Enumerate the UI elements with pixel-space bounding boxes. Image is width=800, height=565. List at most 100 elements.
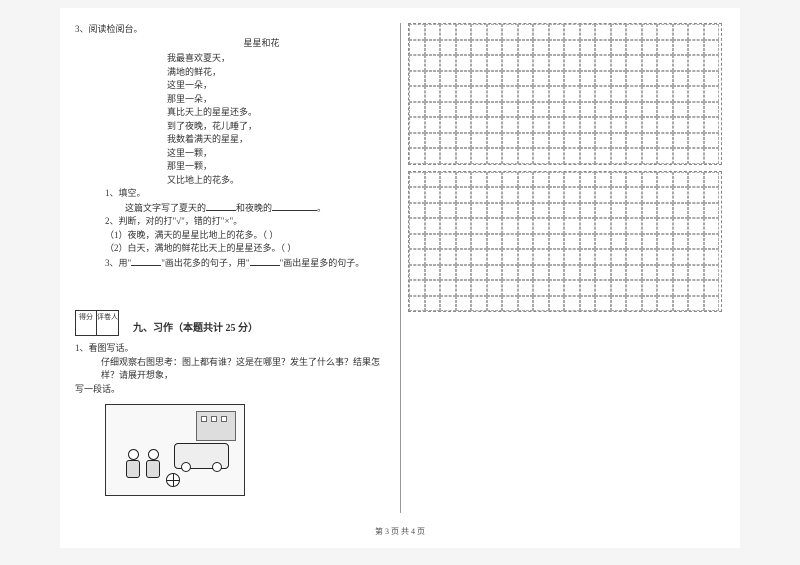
grid-cell[interactable] (518, 249, 534, 265)
grid-cell[interactable] (704, 218, 720, 234)
grid-cell[interactable] (502, 133, 518, 149)
grid-cell[interactable] (549, 40, 565, 56)
grid-cell[interactable] (533, 86, 549, 102)
grid-cell[interactable] (704, 55, 720, 71)
grid-cell[interactable] (502, 117, 518, 133)
grid-cell[interactable] (487, 24, 503, 40)
grid-cell[interactable] (580, 102, 596, 118)
grid-cell[interactable] (549, 172, 565, 188)
grid-cell[interactable] (409, 148, 425, 164)
grid-cell[interactable] (471, 203, 487, 219)
grid-cell[interactable] (704, 117, 720, 133)
grid-cell[interactable] (704, 234, 720, 250)
grid-cell[interactable] (657, 24, 673, 40)
grid-cell[interactable] (549, 296, 565, 312)
grid-cell[interactable] (595, 55, 611, 71)
grid-cell[interactable] (657, 172, 673, 188)
grid-cell[interactable] (440, 296, 456, 312)
grid-cell[interactable] (688, 24, 704, 40)
grid-cell[interactable] (440, 234, 456, 250)
writing-grid[interactable] (408, 171, 722, 313)
grid-cell[interactable] (688, 249, 704, 265)
grid-cell[interactable] (471, 117, 487, 133)
grid-cell[interactable] (471, 280, 487, 296)
grid-cell[interactable] (595, 203, 611, 219)
grid-cell[interactable] (642, 265, 658, 281)
grid-cell[interactable] (611, 117, 627, 133)
grid-cell[interactable] (688, 117, 704, 133)
grid-cell[interactable] (456, 55, 472, 71)
grid-cell[interactable] (487, 234, 503, 250)
grid-cell[interactable] (611, 86, 627, 102)
grid-cell[interactable] (518, 172, 534, 188)
grid-cell[interactable] (626, 265, 642, 281)
grid-cell[interactable] (549, 102, 565, 118)
grid-cell[interactable] (657, 102, 673, 118)
grid-cell[interactable] (471, 148, 487, 164)
grid-cell[interactable] (673, 172, 689, 188)
grid-cell[interactable] (611, 71, 627, 87)
grid-cell[interactable] (564, 296, 580, 312)
grid-cell[interactable] (409, 234, 425, 250)
grid-cell[interactable] (502, 296, 518, 312)
grid-cell[interactable] (456, 40, 472, 56)
grid-cell[interactable] (502, 24, 518, 40)
grid-cell[interactable] (595, 117, 611, 133)
grid-cell[interactable] (425, 133, 441, 149)
grid-cell[interactable] (580, 249, 596, 265)
grid-cell[interactable] (642, 117, 658, 133)
grid-cell[interactable] (456, 102, 472, 118)
grid-cell[interactable] (580, 172, 596, 188)
grid-cell[interactable] (533, 148, 549, 164)
grid-cell[interactable] (704, 148, 720, 164)
grid-cell[interactable] (533, 234, 549, 250)
grid-cell[interactable] (611, 234, 627, 250)
grid-cell[interactable] (409, 296, 425, 312)
grid-cell[interactable] (502, 55, 518, 71)
grid-cell[interactable] (533, 218, 549, 234)
grid-cell[interactable] (471, 234, 487, 250)
grid-cell[interactable] (533, 117, 549, 133)
grid-cell[interactable] (456, 280, 472, 296)
grid-cell[interactable] (518, 40, 534, 56)
grid-cell[interactable] (456, 148, 472, 164)
grid-cell[interactable] (673, 133, 689, 149)
grid-cell[interactable] (688, 280, 704, 296)
grid-cell[interactable] (533, 133, 549, 149)
grid-cell[interactable] (626, 203, 642, 219)
grid-cell[interactable] (487, 71, 503, 87)
grid-cell[interactable] (533, 172, 549, 188)
grid-cell[interactable] (564, 71, 580, 87)
grid-cell[interactable] (673, 102, 689, 118)
grid-cell[interactable] (657, 133, 673, 149)
grid-cell[interactable] (409, 218, 425, 234)
grid-cell[interactable] (471, 218, 487, 234)
grid-cell[interactable] (471, 86, 487, 102)
grid-cell[interactable] (688, 86, 704, 102)
grid-cell[interactable] (425, 172, 441, 188)
grid-cell[interactable] (409, 117, 425, 133)
grid-cell[interactable] (564, 133, 580, 149)
grid-cell[interactable] (611, 148, 627, 164)
grid-cell[interactable] (626, 24, 642, 40)
grid-cell[interactable] (657, 296, 673, 312)
grid-cell[interactable] (518, 133, 534, 149)
grid-cell[interactable] (456, 218, 472, 234)
blank[interactable] (272, 201, 317, 211)
grid-cell[interactable] (487, 133, 503, 149)
grid-cell[interactable] (440, 71, 456, 87)
grid-cell[interactable] (502, 86, 518, 102)
grid-cell[interactable] (440, 265, 456, 281)
grid-cell[interactable] (518, 117, 534, 133)
grid-cell[interactable] (409, 71, 425, 87)
grid-cell[interactable] (704, 187, 720, 203)
grid-cell[interactable] (611, 265, 627, 281)
grid-cell[interactable] (456, 296, 472, 312)
grid-cell[interactable] (425, 296, 441, 312)
grid-cell[interactable] (564, 172, 580, 188)
grid-cell[interactable] (704, 296, 720, 312)
grid-cell[interactable] (642, 280, 658, 296)
grid-cell[interactable] (487, 86, 503, 102)
grid-cell[interactable] (580, 296, 596, 312)
grid-cell[interactable] (642, 218, 658, 234)
